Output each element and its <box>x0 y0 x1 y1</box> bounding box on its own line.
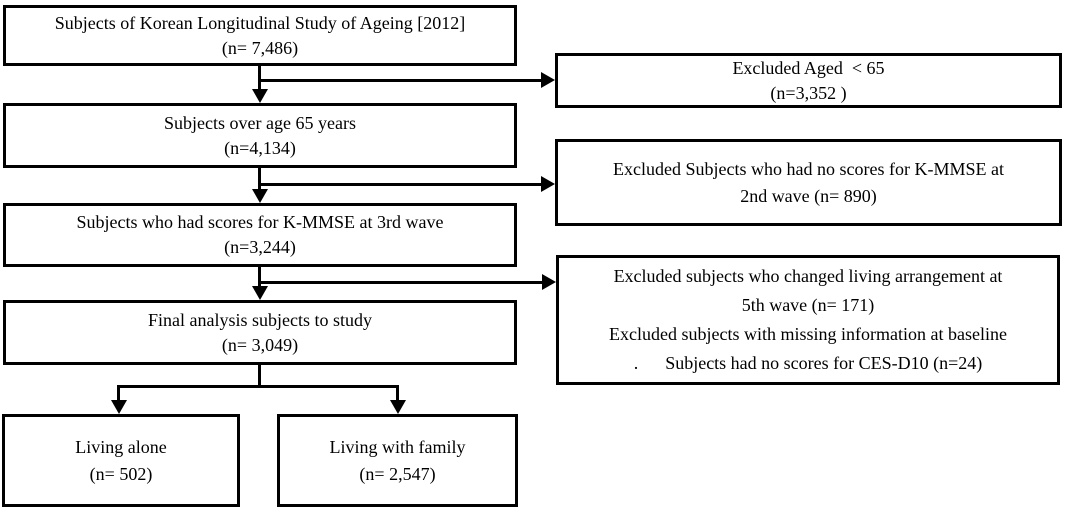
arrow-down-icon <box>252 286 268 300</box>
box-text-line: Excluded Aged < 65 <box>732 57 885 78</box>
box-text-line: Final analysis subjects to study <box>148 309 372 330</box>
box-count-line: (n= 502) <box>89 463 153 484</box>
flow-line-branch-3 <box>258 281 544 284</box>
box-text-line: Subjects of Korean Longitudinal Study of… <box>54 12 466 33</box>
flow-line-split <box>117 385 399 388</box>
arrow-right-icon <box>541 176 555 192</box>
arrow-down-icon <box>390 400 406 414</box>
box-text-line: 5th wave (n= 171) <box>741 295 875 315</box>
box-text-line: . Subjects had no scores for CES-D10 (n=… <box>633 353 983 373</box>
box-living-alone: Living alone (n= 502) <box>2 414 240 507</box>
box-living-with-family: Living with family (n= 2,547) <box>277 414 518 507</box>
box-text-line: Excluded subjects who changed living arr… <box>613 266 1003 286</box>
flow-line-branch-2 <box>258 183 543 186</box>
box-count-line: (n= 3,049) <box>221 334 299 355</box>
flow-line-branch-1 <box>258 79 543 82</box>
box-text-line: 2nd wave (n= 890) <box>740 185 877 206</box>
box-count-line: (n=3,244) <box>224 237 296 257</box>
arrow-down-icon <box>111 400 127 414</box>
flow-line-down-1 <box>258 66 261 90</box>
flow-line-split-left <box>117 385 120 401</box>
box-text-line: Living with family <box>329 436 466 457</box>
box-count-line: (n=3,352 ) <box>770 82 847 103</box>
box-count-line: (n=4,134) <box>224 137 296 158</box>
box-excluded-5th-wave-missing: Excluded subjects who changed living arr… <box>556 255 1060 385</box>
box-count-line: (n= 2,547) <box>359 463 436 484</box>
flow-line-down-2 <box>258 168 261 191</box>
box-final-analysis: Final analysis subjects to study (n= 3,0… <box>3 300 517 365</box>
box-klosa-subjects: Subjects of Korean Longitudinal Study of… <box>3 5 517 66</box>
box-count-line: (n= 7,486) <box>221 37 299 58</box>
box-excluded-under-65: Excluded Aged < 65 (n=3,352 ) <box>555 53 1062 108</box>
flow-line-down-3 <box>258 267 261 288</box>
box-over-65: Subjects over age 65 years (n=4,134) <box>3 103 517 168</box>
box-text-line: Excluded Subjects who had no scores for … <box>613 158 1004 179</box>
arrow-down-icon <box>252 89 268 103</box>
flow-line-split-right <box>396 385 399 401</box>
box-text-line: Subjects who had scores for K-MMSE at 3r… <box>76 212 444 232</box>
arrow-down-icon <box>252 189 268 203</box>
box-text-line: Living alone <box>75 436 167 457</box>
arrow-right-icon <box>541 72 555 88</box>
arrow-right-icon <box>542 274 556 290</box>
box-text-line: Excluded subjects with missing informati… <box>609 324 1007 344</box>
flow-line-down-4 <box>258 365 261 388</box>
box-text-line: Subjects over age 65 years <box>164 112 356 133</box>
box-kmmse-3rd-wave: Subjects who had scores for K-MMSE at 3r… <box>3 203 517 267</box>
box-excluded-no-kmmse-2nd-wave: Excluded Subjects who had no scores for … <box>555 139 1062 226</box>
